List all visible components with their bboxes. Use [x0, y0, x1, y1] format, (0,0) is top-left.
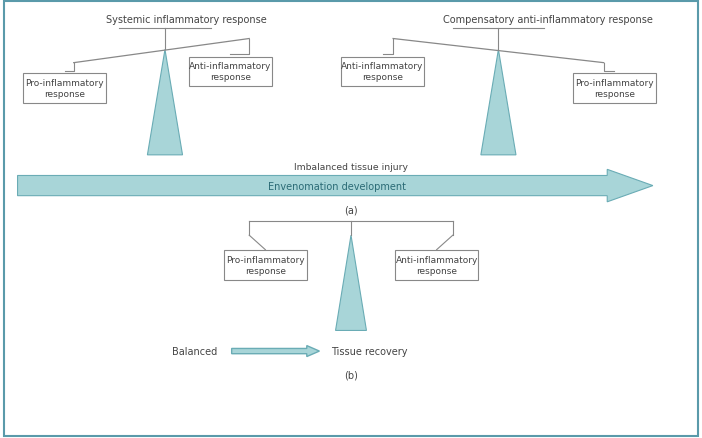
Bar [224, 250, 307, 280]
Bar [189, 57, 272, 87]
Text: (a): (a) [344, 205, 358, 215]
Text: Balanced: Balanced [173, 346, 218, 356]
FancyArrow shape [232, 346, 319, 357]
Polygon shape [336, 236, 366, 331]
Text: (b): (b) [344, 370, 358, 379]
Text: Anti-inflammatory
response: Anti-inflammatory response [189, 62, 272, 82]
Text: Pro-inflammatory
response: Pro-inflammatory response [575, 78, 654, 99]
FancyArrow shape [18, 170, 653, 202]
Text: Tissue recovery: Tissue recovery [331, 346, 408, 356]
Text: Anti-inflammatory
response: Anti-inflammatory response [341, 62, 424, 82]
Bar [23, 74, 106, 103]
Text: Compensatory anti-inflammatory response: Compensatory anti-inflammatory response [443, 15, 652, 25]
Text: Envenomation development: Envenomation development [268, 181, 406, 191]
Text: Pro-inflammatory
response: Pro-inflammatory response [25, 78, 104, 99]
Bar [573, 74, 656, 103]
Polygon shape [147, 50, 183, 155]
Text: Anti-inflammatory
response: Anti-inflammatory response [395, 255, 478, 275]
Polygon shape [481, 50, 516, 155]
Text: Systemic inflammatory response: Systemic inflammatory response [106, 15, 266, 25]
Bar [341, 57, 424, 87]
Text: Pro-inflammatory
response: Pro-inflammatory response [226, 255, 305, 275]
Text: Imbalanced tissue injury: Imbalanced tissue injury [294, 163, 408, 172]
Bar [395, 250, 478, 280]
